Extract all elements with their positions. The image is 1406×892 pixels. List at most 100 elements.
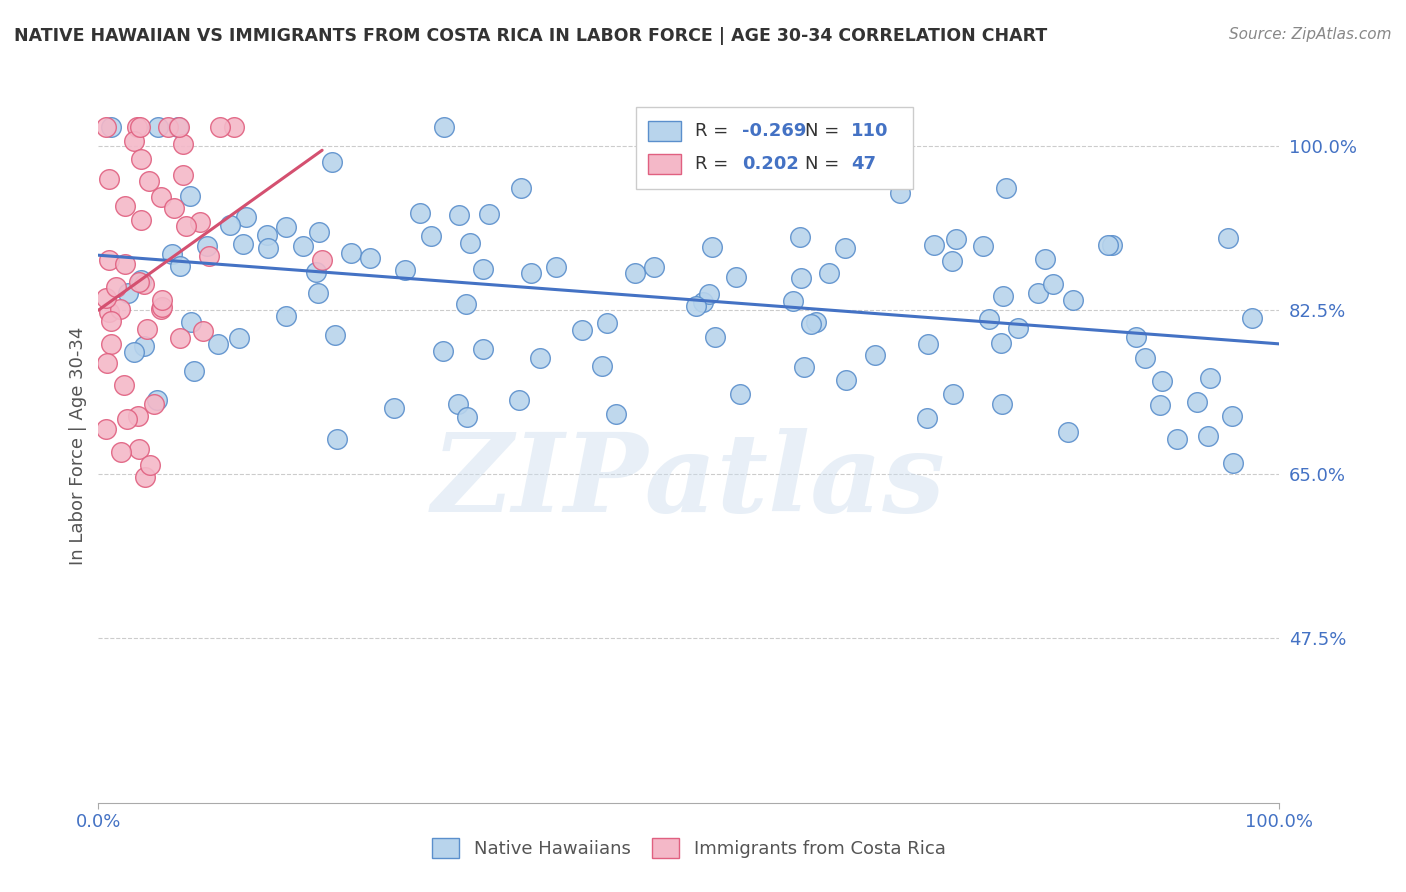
Point [321, 154, 343, 169]
Point [1033, 252, 1056, 267]
Point [382, 401, 405, 416]
Point [256, 227, 278, 242]
Point [97, 171, 120, 186]
Point [169, 331, 191, 345]
Point [104, 280, 127, 294]
Point [432, 343, 454, 358]
Point [1062, 293, 1084, 308]
Point [942, 386, 965, 401]
Point [624, 266, 647, 280]
Point [724, 269, 747, 284]
Point [129, 120, 152, 134]
Point [228, 331, 250, 345]
Point [394, 263, 416, 277]
Point [160, 247, 183, 261]
Point [818, 266, 841, 280]
Point [510, 180, 533, 194]
FancyBboxPatch shape [648, 154, 681, 174]
Point [1220, 409, 1243, 423]
Point [224, 120, 246, 134]
Point [129, 273, 152, 287]
Point [447, 397, 470, 411]
Point [990, 336, 1012, 351]
Point [360, 251, 382, 265]
Point [979, 311, 1001, 326]
Point [208, 120, 231, 134]
Text: NATIVE HAWAIIAN VS IMMIGRANTS FROM COSTA RICA IN LABOR FORCE | AGE 30-34 CORRELA: NATIVE HAWAIIAN VS IMMIGRANTS FROM COSTA… [14, 27, 1047, 45]
Point [207, 337, 229, 351]
Point [94, 120, 117, 134]
Point [169, 120, 191, 134]
Point [134, 339, 156, 353]
Point [941, 253, 963, 268]
Point [1149, 398, 1171, 412]
Point [1222, 456, 1244, 470]
Text: N =: N = [804, 155, 845, 173]
Point [274, 309, 297, 323]
Point [685, 299, 707, 313]
Point [150, 301, 173, 315]
Point [110, 445, 132, 459]
Point [94, 291, 117, 305]
Point [478, 207, 501, 221]
Point [747, 171, 769, 186]
Point [1057, 425, 1080, 439]
Point [325, 432, 347, 446]
Point [134, 277, 156, 291]
Point [129, 213, 152, 227]
Point [96, 356, 118, 370]
FancyBboxPatch shape [636, 107, 914, 189]
Point [257, 241, 280, 255]
Point [917, 336, 939, 351]
Point [149, 190, 172, 204]
Point [945, 232, 967, 246]
Point [834, 241, 856, 255]
Point [291, 239, 314, 253]
Point [546, 260, 568, 275]
Point [197, 249, 219, 263]
Point [100, 120, 122, 134]
Point [100, 314, 122, 328]
Point [142, 397, 165, 411]
FancyBboxPatch shape [648, 121, 681, 141]
Point [114, 257, 136, 271]
Point [804, 315, 827, 329]
Point [195, 238, 218, 252]
Point [117, 286, 139, 301]
Point [730, 386, 752, 401]
Point [218, 219, 240, 233]
Point [508, 393, 530, 408]
Point [305, 265, 328, 279]
Point [110, 302, 132, 317]
Point [98, 252, 121, 267]
Text: R =: R = [695, 155, 734, 173]
Point [308, 225, 330, 239]
Text: -0.269: -0.269 [742, 122, 807, 140]
Point [456, 297, 478, 311]
Point [169, 259, 191, 273]
Point [1187, 394, 1209, 409]
Point [835, 373, 858, 387]
Point [922, 238, 945, 252]
Point [991, 288, 1014, 302]
Point [1101, 238, 1123, 252]
Point [889, 186, 911, 201]
Point [115, 411, 138, 425]
Point [447, 208, 470, 222]
Point [972, 239, 994, 253]
Legend: Native Hawaiians, Immigrants from Costa Rica: Native Hawaiians, Immigrants from Costa … [425, 830, 953, 865]
Point [1097, 238, 1119, 252]
Point [692, 295, 714, 310]
Point [1199, 371, 1222, 385]
Point [307, 285, 329, 300]
Point [782, 293, 804, 308]
Point [148, 120, 170, 134]
Y-axis label: In Labor Force | Age 30-34: In Labor Force | Age 30-34 [69, 326, 87, 566]
Point [129, 152, 152, 166]
Point [1125, 330, 1147, 344]
Point [789, 229, 811, 244]
Point [340, 245, 363, 260]
Point [571, 323, 593, 337]
Point [180, 315, 202, 329]
Point [596, 316, 619, 330]
